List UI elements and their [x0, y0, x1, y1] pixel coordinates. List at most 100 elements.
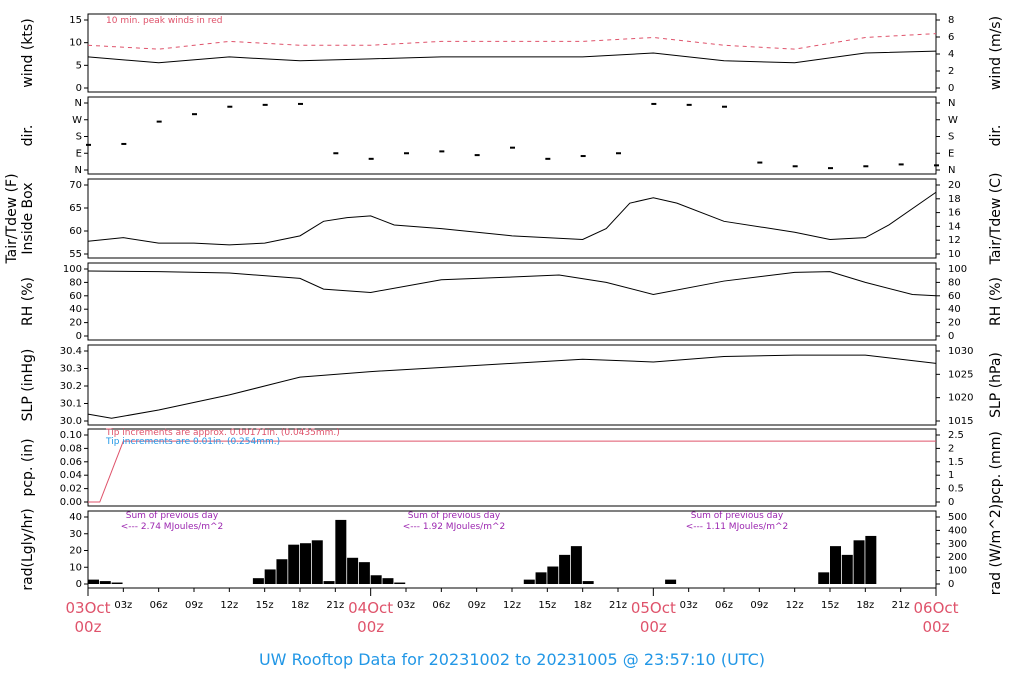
- daily-sum-value: <--- 2.74 MJoules/m^2: [121, 522, 223, 532]
- radiation-bar: [547, 566, 559, 584]
- y-tick-label-left: 0.00: [60, 497, 82, 508]
- series-line-0: [87, 354, 937, 419]
- radiation-bar: [88, 579, 99, 584]
- radiation-bar: [264, 569, 276, 584]
- series-line-1: [87, 33, 937, 50]
- radiation-bar: [665, 579, 677, 584]
- x-tick-label: 03z: [114, 600, 132, 611]
- radiation-bar: [300, 543, 311, 584]
- x-tick-label: 03z: [680, 600, 698, 611]
- tip-note-exact: Tip increments are 0.01in. (0.254mm.): [105, 437, 280, 447]
- panel-2: 55 60 65 70 10 12 14 16 18 20 Tair/Tdew (F)Inside …: [4, 173, 1004, 266]
- radiation-bar: [358, 562, 370, 584]
- y-tick-label-left: 10: [69, 562, 82, 573]
- x-axis: 03z 06z 09z 12z 15z 18z 21z 03z 06z 09z 12z 15z 18z 2…: [65, 588, 959, 636]
- direction-point: [792, 165, 798, 168]
- x-tick-label: 09z: [185, 600, 203, 611]
- daily-sum-title: Sum of previous day: [408, 511, 501, 521]
- y-tick-label-left: 20: [69, 546, 82, 557]
- x-tick-label: 15z: [821, 600, 839, 611]
- y-tick-label-right: 200: [948, 552, 967, 563]
- x-tick-label: 06z: [715, 600, 733, 611]
- daily-sum-title: Sum of previous day: [126, 511, 219, 521]
- panel-5: 0.00 0.02 0.04 0.06 0.08 0.10 0 0.5 1 1.5 2 2.5 pcp.…: [20, 428, 1004, 508]
- y-tick-label-right: 1015: [948, 416, 973, 427]
- x-tick-label: 12z: [786, 600, 804, 611]
- radiation-bar: [559, 554, 571, 584]
- x-day-hour: 00z: [923, 618, 950, 636]
- y-tick-label-left: 80: [69, 277, 82, 288]
- x-day-hour: 00z: [640, 618, 667, 636]
- y-tick-label-left: 15: [69, 15, 82, 26]
- radiation-bar: [853, 540, 865, 584]
- panel-frame: [87, 428, 937, 507]
- y-tick-label-right: 80: [948, 277, 961, 288]
- radiation-bar: [830, 546, 841, 584]
- y-tick-label-left: 30.0: [60, 416, 82, 427]
- y-tick-label-right: 1.5: [948, 457, 964, 468]
- direction-point: [722, 105, 727, 108]
- y-tick-label-right: 500: [948, 512, 967, 523]
- y-tick-label-left: 0.08: [60, 443, 82, 454]
- radiation-bar: [865, 535, 877, 584]
- radiation-bar: [582, 581, 594, 584]
- y-axis-label-right: rad (W/m^2): [988, 504, 1004, 595]
- y-tick-label-left: 0: [76, 331, 82, 342]
- y-tick-label-right: 2.5: [948, 430, 964, 441]
- x-day-label: 03Oct: [65, 599, 110, 617]
- radiation-bar: [335, 519, 347, 584]
- y-tick-label-right: 10: [948, 249, 961, 260]
- x-tick-label: 18z: [574, 600, 592, 611]
- panel-frame: [87, 178, 937, 259]
- panel-0: 0 5 10 15 0 2 4 6 8 wind (kts) wind (m/s) 10 min. p…: [20, 13, 1004, 94]
- y-tick-label-left: 30.2: [60, 381, 82, 392]
- daily-sum-value: <--- 1.92 MJoules/m^2: [403, 522, 505, 532]
- y-axis-label-right: pcp. (mm): [988, 431, 1004, 504]
- direction-point: [474, 154, 480, 157]
- x-tick-label: 21z: [326, 600, 344, 611]
- y-tick-label-left: 20: [69, 318, 82, 329]
- radiation-bar: [535, 572, 547, 584]
- radiation-bar: [347, 557, 359, 584]
- y-tick-label-right: 2: [948, 443, 954, 454]
- y-tick-label-left: 60: [69, 291, 82, 302]
- y-axis-label-left: RH (%): [20, 277, 36, 326]
- panel-frame: [87, 13, 937, 93]
- series-line-0: [87, 191, 937, 246]
- y-axis-label-left: pcp. (in): [20, 438, 36, 496]
- y-tick-label-right: 6: [948, 32, 954, 43]
- panel-frame: [87, 344, 937, 426]
- series-line-0: [87, 270, 937, 297]
- y-tick-label-left: 0: [76, 83, 82, 94]
- radiation-bar: [523, 579, 535, 584]
- x-tick-label: 06z: [432, 600, 450, 611]
- radiation-bar: [288, 544, 300, 584]
- x-tick-label: 09z: [750, 600, 768, 611]
- y-tick-label-right: 4: [948, 49, 954, 60]
- y-tick-label-right: 1: [948, 470, 954, 481]
- y-tick-label-left: 5: [76, 60, 82, 71]
- radiation-bar: [311, 540, 323, 584]
- y-tick-label-left: S: [76, 132, 82, 143]
- y-tick-label-left: 0.02: [60, 484, 82, 495]
- y-tick-label-left: 30.3: [60, 364, 82, 375]
- direction-point: [439, 150, 445, 153]
- radiation-bar: [394, 582, 406, 584]
- daily-sum-title: Sum of previous day: [691, 511, 784, 521]
- y-tick-label-right: W: [948, 115, 958, 126]
- radiation-bar: [111, 582, 123, 584]
- y-tick-label-right: 20: [948, 318, 961, 329]
- panel-frame: [87, 96, 937, 175]
- direction-point: [898, 163, 904, 166]
- x-day-label: 06Oct: [913, 599, 958, 617]
- y-tick-label-right: 12: [948, 235, 961, 246]
- y-tick-label-right: 1020: [948, 393, 973, 404]
- y-tick-label-left: 30: [69, 529, 82, 540]
- y-tick-label-left: W: [72, 115, 82, 126]
- y-tick-label-right: 0: [948, 497, 954, 508]
- y-tick-label-right: 0: [948, 83, 954, 94]
- y-axis-label-right: Tair/Tdew (C): [988, 173, 1004, 266]
- direction-point: [192, 113, 197, 116]
